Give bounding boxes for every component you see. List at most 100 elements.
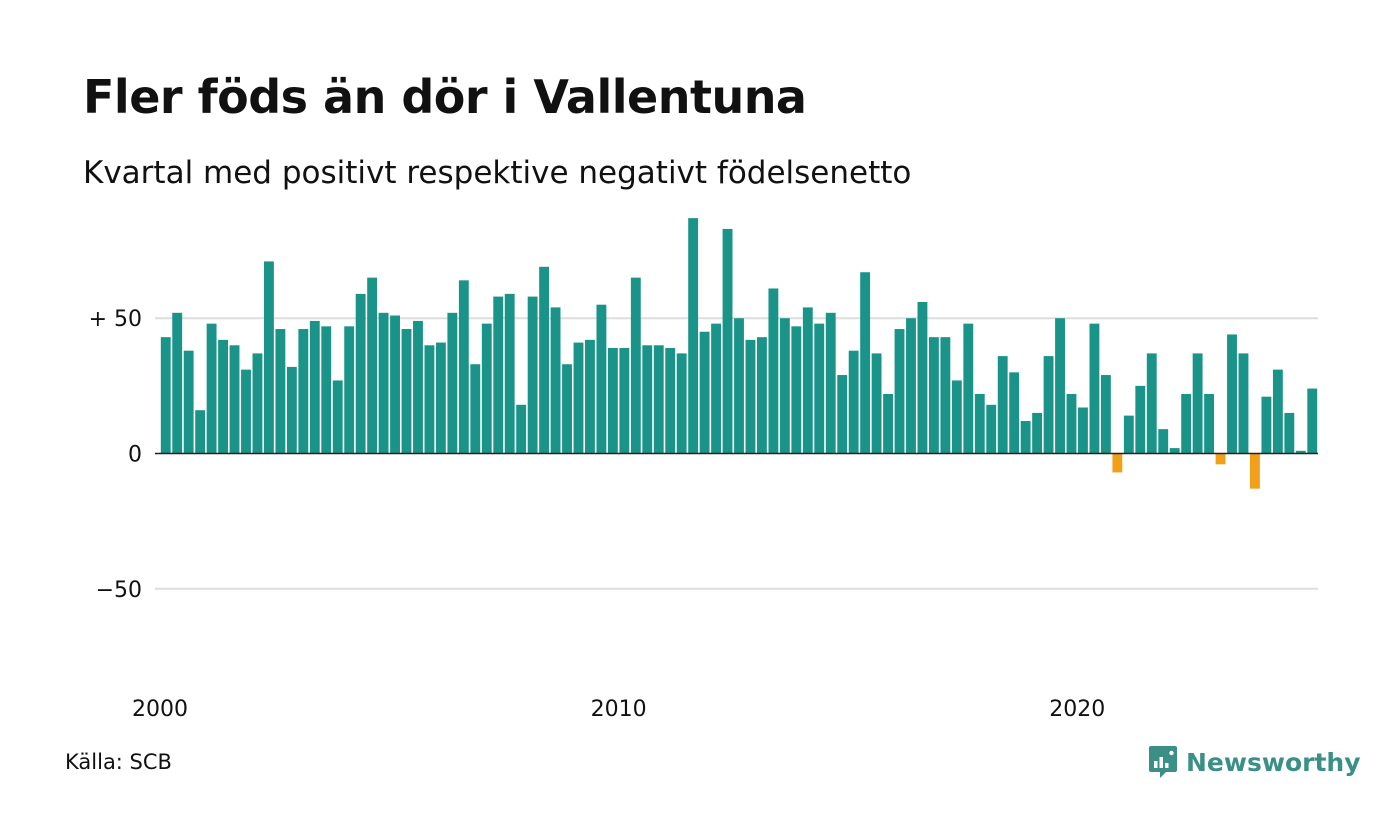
bar-positive — [1043, 356, 1054, 454]
bar-positive — [1100, 375, 1111, 454]
bar-positive — [275, 329, 286, 454]
bar-positive — [837, 375, 848, 454]
bar-positive — [974, 393, 985, 454]
bar-positive — [401, 329, 412, 454]
bar-positive — [1261, 396, 1272, 454]
bar-positive — [607, 347, 618, 454]
bar-positive — [871, 353, 882, 454]
chart-title: Fler föds än dör i Vallentuna — [83, 70, 807, 124]
x-tick-label: 2000 — [132, 697, 188, 722]
source-note: Källa: SCB — [65, 750, 172, 774]
bar-positive — [722, 228, 733, 454]
bar-positive — [1227, 334, 1237, 454]
axes: + 50 0 −50 2000 2010 2020 — [89, 307, 1318, 722]
bar-positive — [1032, 412, 1043, 454]
bar-positive — [653, 345, 664, 454]
bar-positive — [1020, 421, 1031, 454]
bar-positive — [883, 393, 893, 454]
bar-positive — [688, 218, 699, 454]
y-tick-label: + 50 — [89, 307, 142, 332]
bar-positive — [550, 307, 561, 454]
bar-positive — [1204, 393, 1215, 454]
bar-positive — [1078, 407, 1088, 454]
bar-positive — [263, 261, 274, 454]
bar-positive — [298, 329, 309, 454]
bar-positive — [951, 380, 962, 454]
bar-positive — [413, 320, 423, 454]
bar-positive — [516, 404, 527, 454]
bar-positive — [458, 280, 469, 454]
bar-positive — [1158, 429, 1169, 454]
newsworthy-logo-icon — [1149, 746, 1177, 778]
bar-positive — [1009, 372, 1020, 454]
bar-positive — [1238, 353, 1249, 454]
bar-positive — [172, 312, 183, 454]
bar-positive — [252, 353, 263, 454]
bar-positive — [585, 339, 595, 454]
bar-positive — [894, 329, 905, 454]
brand-name: Newsworthy — [1186, 747, 1361, 777]
bar-positive — [963, 323, 974, 454]
bar-positive — [940, 337, 951, 454]
bar-positive — [481, 323, 492, 454]
bar-positive — [470, 364, 481, 454]
bar-positive — [195, 410, 206, 454]
bar-positive — [917, 301, 928, 454]
bar-positive — [424, 345, 435, 454]
bar-positive — [1055, 318, 1065, 454]
bar-positive — [802, 307, 813, 454]
bar-positive — [676, 353, 687, 454]
bar-positive — [229, 345, 240, 454]
x-tick-label: 2020 — [1049, 697, 1105, 722]
bar-positive — [562, 364, 572, 454]
bar-positive — [745, 339, 756, 454]
bar-positive — [1307, 388, 1318, 454]
bar-positive — [699, 331, 710, 454]
bar-positive — [1123, 415, 1134, 454]
bar-positive — [711, 323, 722, 454]
x-tick-label: 2010 — [591, 697, 647, 722]
bar-positive — [1295, 450, 1306, 454]
bar-positive — [630, 277, 641, 454]
bar-positive — [390, 315, 400, 454]
bar-positive — [779, 318, 790, 454]
bar-positive — [378, 312, 389, 454]
bar-positive — [206, 323, 217, 454]
bar-positive — [860, 272, 871, 454]
bar-positive — [1284, 412, 1295, 454]
bar-positive — [596, 304, 607, 454]
bar-positive — [734, 318, 744, 454]
bar-positive — [493, 296, 504, 454]
bar-positive — [928, 337, 939, 454]
bar-positive — [814, 323, 825, 454]
bar-positive — [1169, 448, 1180, 454]
bar-positive — [286, 366, 297, 454]
bar-positive — [183, 350, 194, 454]
chart-subtitle: Kvartal med positivt respektive negativt… — [83, 155, 912, 191]
bar-positive — [321, 326, 332, 454]
bar-positive — [906, 318, 916, 454]
bar-positive — [435, 342, 446, 454]
bar-positive — [1272, 369, 1283, 454]
bar-positive — [791, 326, 802, 454]
bar-positive — [1192, 353, 1203, 454]
bar-positive — [527, 296, 538, 454]
bar-positive — [642, 345, 653, 454]
y-tick-label: 0 — [128, 443, 142, 468]
bar-positive — [619, 347, 630, 454]
bar-positive — [986, 404, 997, 454]
bar-positive — [344, 326, 355, 454]
bar-positive — [309, 320, 320, 454]
bar-positive — [573, 342, 584, 454]
bar-positive — [1181, 393, 1192, 454]
bar-positive — [768, 288, 779, 454]
bar-positive — [355, 293, 366, 454]
bar-positive — [332, 380, 343, 454]
bar-positive — [1089, 323, 1100, 454]
bar-positive — [447, 312, 458, 454]
bar-positive — [504, 293, 515, 454]
bar-positive — [665, 347, 676, 454]
bar-positive — [241, 369, 251, 454]
bars — [160, 218, 1318, 489]
